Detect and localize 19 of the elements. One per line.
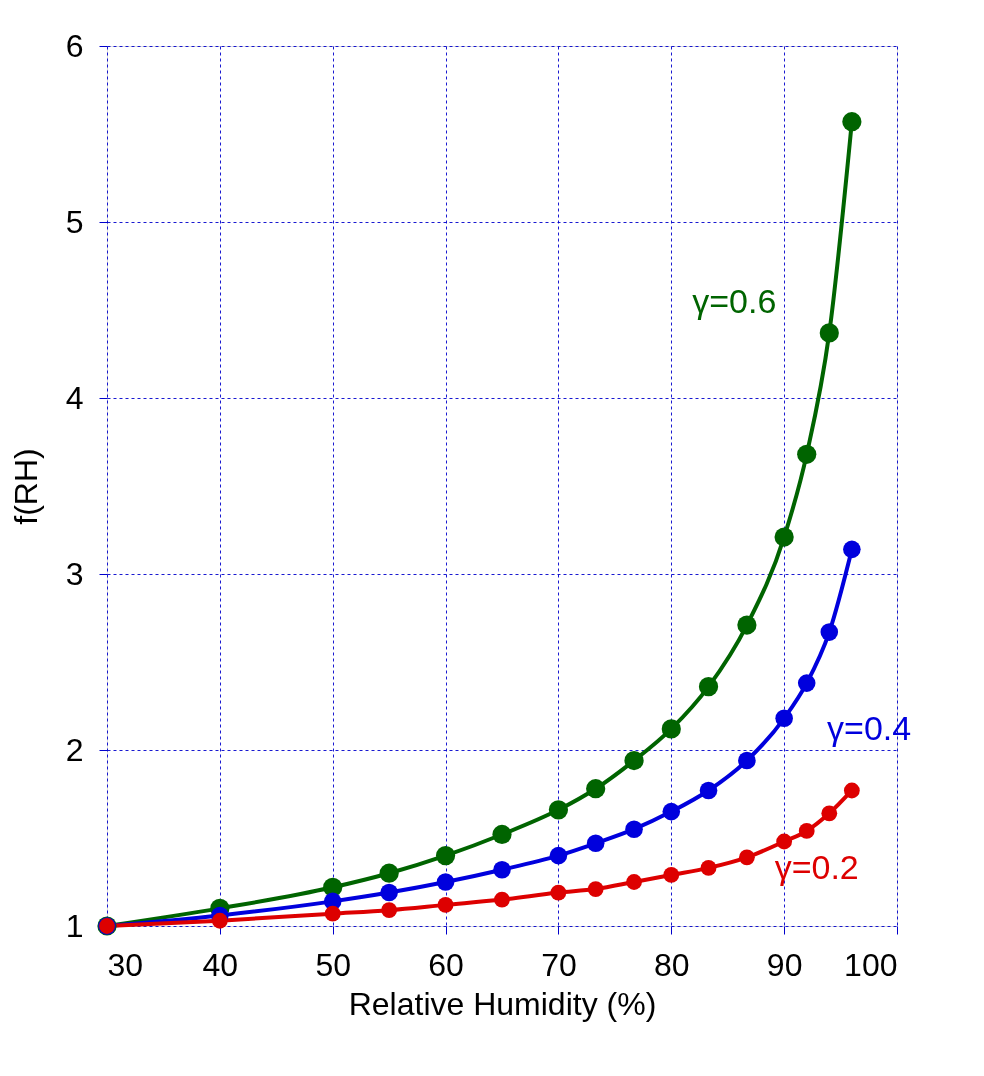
x-tick-label: 90 [766,946,803,983]
series-label: γ=0.2 [774,847,859,886]
x-tick-label: 30 [107,946,144,983]
x-tick-label: 80 [653,946,690,983]
y-tick-label: 3 [65,555,84,592]
x-tick-label: 70 [541,946,577,983]
x-axis-title: Relative Humidity (%) [348,985,657,1022]
y-tick-label: 6 [65,27,84,64]
y-tick-label: 1 [65,907,84,944]
series-label: γ=0.6 [692,281,777,320]
series-label: γ=0.4 [827,709,912,748]
y-axis-title: f(RH) [7,448,44,525]
x-tick-label: 40 [202,946,239,983]
y-tick-label: 4 [65,379,84,416]
x-tick-label: 50 [315,946,352,983]
x-tick-label: 100 [844,946,898,983]
y-tick-label: 2 [65,731,84,768]
x-tick-label: 60 [428,946,464,983]
y-tick-label: 5 [65,203,84,240]
